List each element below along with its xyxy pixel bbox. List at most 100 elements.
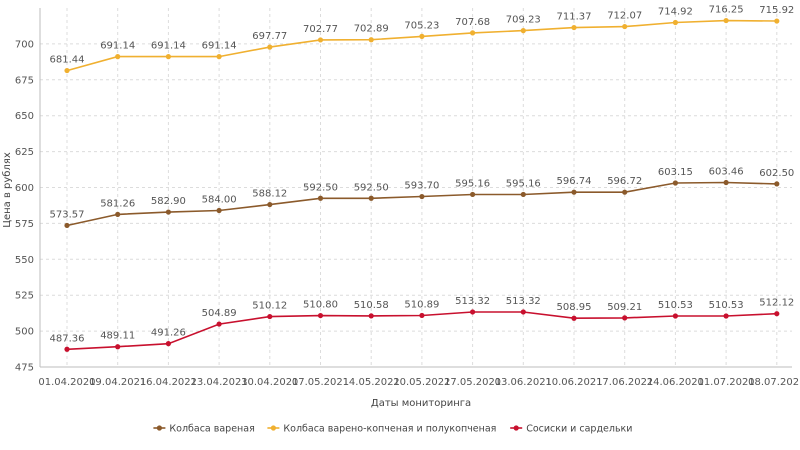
data-point[interactable]	[520, 191, 526, 198]
data-label: 705.23	[404, 20, 439, 31]
data-label: 510.58	[354, 300, 389, 311]
y-tick-label: 600	[15, 183, 34, 194]
x-tick-label: 23.04.2021	[190, 377, 247, 388]
data-label: 510.53	[658, 300, 693, 311]
data-point[interactable]	[115, 344, 121, 350]
legend-swatch-dot	[513, 425, 519, 431]
y-tick-label: 525	[15, 291, 34, 302]
data-label: 714.92	[658, 6, 693, 17]
data-label: 603.46	[709, 167, 744, 178]
data-point[interactable]	[723, 313, 729, 319]
data-point[interactable]	[622, 23, 628, 30]
data-point[interactable]	[774, 181, 780, 187]
data-point[interactable]	[470, 30, 476, 36]
data-label: 596.74	[557, 176, 592, 187]
data-label: 596.72	[607, 176, 642, 187]
data-label: 592.50	[354, 182, 389, 193]
x-tick-label: 07.05.2021	[292, 377, 349, 388]
data-label: 707.68	[455, 17, 490, 28]
data-point[interactable]	[64, 67, 70, 74]
data-point[interactable]	[723, 179, 729, 186]
data-point[interactable]	[216, 54, 222, 60]
y-tick-label: 700	[15, 39, 34, 50]
data-point[interactable]	[723, 17, 729, 24]
data-point[interactable]	[216, 321, 222, 327]
data-point[interactable]	[165, 341, 171, 347]
data-point[interactable]	[165, 209, 171, 215]
data-point[interactable]	[419, 312, 425, 319]
data-point[interactable]	[672, 19, 679, 26]
data-point[interactable]	[368, 195, 374, 201]
data-label: 697.77	[252, 31, 287, 42]
data-point[interactable]	[571, 315, 577, 321]
data-label: 702.77	[303, 24, 338, 35]
data-point[interactable]	[267, 313, 273, 320]
data-point[interactable]	[672, 180, 679, 186]
data-point[interactable]	[520, 28, 526, 34]
data-point[interactable]	[368, 313, 374, 319]
data-label: 487.36	[50, 333, 85, 344]
y-tick-label: 625	[15, 147, 34, 158]
x-tick-label: 03.06.2021	[495, 377, 552, 388]
data-point[interactable]	[165, 54, 171, 60]
data-point[interactable]	[470, 191, 476, 198]
data-point[interactable]	[774, 18, 780, 24]
legend[interactable]: Колбаса вареная Колбаса варено-копченая и…	[153, 424, 632, 435]
data-label: 510.12	[252, 301, 287, 312]
data-label: 602.50	[759, 168, 794, 179]
x-tick-label: 09.04.2021	[89, 377, 146, 388]
legend-item[interactable]: Колбаса варено-копченая и полукопченая	[267, 424, 496, 435]
axes: 475 500 525 550 575 600 625 650 675 700 01.04.2021…	[15, 8, 800, 388]
data-label: 715.92	[759, 5, 794, 16]
legend-label: Колбаса вареная	[169, 424, 254, 435]
data-label: 711.37	[557, 12, 592, 23]
data-point[interactable]	[571, 24, 577, 31]
data-point[interactable]	[622, 189, 628, 195]
data-label: 691.14	[100, 41, 135, 52]
legend-swatch-dot	[156, 425, 162, 431]
data-label: 489.11	[100, 331, 135, 342]
y-tick-label: 550	[15, 255, 34, 266]
data-point[interactable]	[520, 309, 526, 315]
x-tick-label: 16.04.2021	[140, 377, 197, 388]
data-point[interactable]	[216, 207, 222, 214]
data-label: 513.32	[455, 296, 490, 307]
data-point[interactable]	[368, 37, 374, 43]
data-point[interactable]	[267, 44, 273, 50]
data-label: 508.95	[557, 302, 592, 313]
data-label: 595.16	[455, 178, 490, 189]
data-point[interactable]	[64, 346, 70, 352]
data-label: 712.07	[607, 11, 642, 22]
legend-item[interactable]: Сосиски и сардельки	[510, 424, 632, 435]
x-tick-label: 27.05.2021	[444, 377, 501, 388]
data-label: 691.14	[151, 41, 186, 52]
data-point[interactable]	[774, 311, 780, 317]
series-lines	[64, 17, 780, 352]
data-point[interactable]	[317, 195, 324, 201]
data-point[interactable]	[115, 211, 121, 218]
data-point[interactable]	[115, 54, 121, 60]
data-point[interactable]	[470, 309, 476, 315]
data-label: 716.25	[709, 5, 744, 16]
legend-label: Колбаса варено-копченая и полукопченая	[283, 424, 496, 435]
x-axis-title: Даты мониторинга	[371, 398, 471, 409]
data-point[interactable]	[64, 222, 70, 229]
legend-item[interactable]: Колбаса вареная	[153, 424, 255, 435]
x-tick-label: 10.06.2021	[545, 377, 602, 388]
data-label: 588.12	[252, 189, 287, 200]
y-axis-title: Цена в рублях	[2, 152, 13, 228]
data-point[interactable]	[622, 315, 628, 321]
data-label: 593.70	[404, 181, 439, 192]
data-point[interactable]	[672, 313, 679, 319]
data-point[interactable]	[571, 189, 577, 195]
y-tick-label: 675	[15, 75, 34, 86]
data-label: 584.00	[202, 194, 237, 205]
data-point[interactable]	[317, 37, 324, 43]
x-tick-label: 14.05.2021	[343, 377, 400, 388]
data-point[interactable]	[419, 33, 425, 39]
data-point[interactable]	[419, 193, 425, 200]
y-tick-label: 500	[15, 327, 34, 338]
data-point[interactable]	[317, 312, 324, 319]
data-point[interactable]	[267, 201, 273, 208]
